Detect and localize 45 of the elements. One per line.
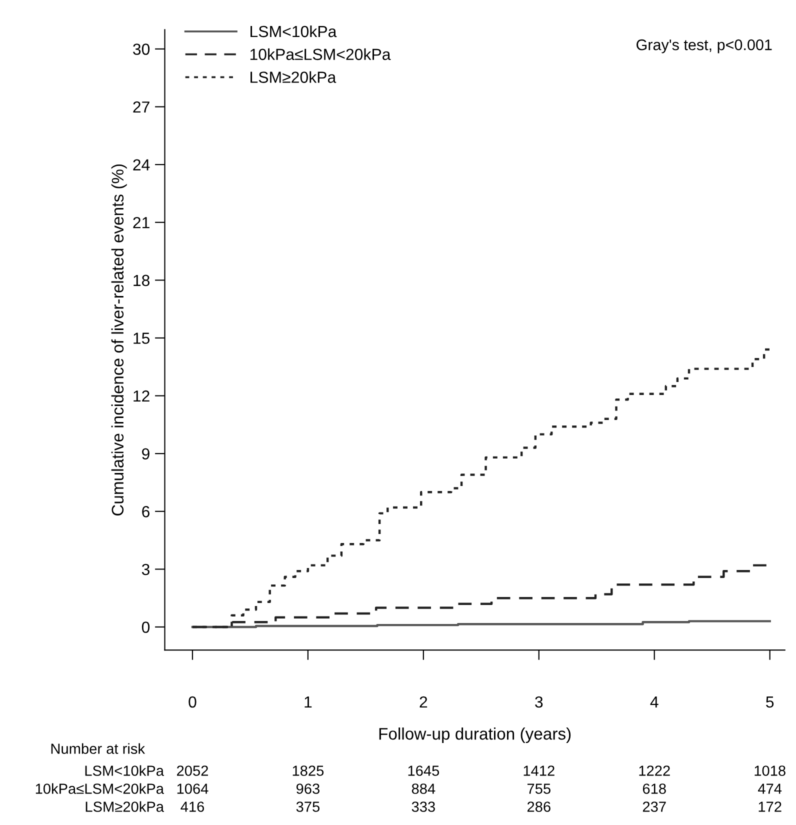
text: 884 <box>412 784 436 794</box>
text: 1825 <box>292 766 324 776</box>
y-axis-title: Cumulative incidence of liver-related events (%) <box>111 164 127 516</box>
x-tick-label: 5 <box>766 696 774 708</box>
y-tick-label: 6 <box>142 506 150 518</box>
text: 618 <box>642 784 666 794</box>
x-tick-label: 0 <box>188 696 196 708</box>
x-tick-label: 1 <box>304 696 312 708</box>
text: 1222 <box>639 766 670 776</box>
y-tick-label: 9 <box>142 448 150 460</box>
text: 172 <box>758 802 782 812</box>
text: 755 <box>527 784 550 794</box>
annotation: Gray's test, p<0.001 <box>636 39 772 54</box>
legend-label: 10kPa≤LSM<20kPa <box>250 48 391 60</box>
text: LSM<10kPa <box>85 765 164 776</box>
text: 10kPa≤LSM<20kPa <box>36 783 164 794</box>
x-tick-label: 4 <box>650 696 658 708</box>
text: 333 <box>412 802 435 812</box>
y-tick-label: 0 <box>142 622 150 633</box>
text: 1412 <box>524 766 554 776</box>
text: 474 <box>758 784 782 794</box>
legend-label: LSM≥20kPa <box>250 71 336 83</box>
y-tick-label: 21 <box>133 217 150 228</box>
y-tick-label: 18 <box>134 274 150 286</box>
text: 237 <box>642 802 666 812</box>
text: 286 <box>527 802 550 812</box>
text: 2052 <box>177 766 208 776</box>
x-tick-label: 3 <box>535 696 543 708</box>
text: 1064 <box>177 784 208 794</box>
y-tick-label: 3 <box>142 564 150 576</box>
text: Number at risk <box>51 743 146 754</box>
text: 1645 <box>408 766 440 776</box>
text: 375 <box>296 802 320 812</box>
y-tick-label: 15 <box>134 332 150 344</box>
text: 416 <box>180 802 204 812</box>
y-tick-label: 12 <box>134 390 150 402</box>
x-tick-label: 2 <box>420 696 428 708</box>
legend-label: LSM<10kPa <box>250 25 337 38</box>
y-tick-label: 30 <box>133 44 150 55</box>
text: 963 <box>296 784 320 794</box>
x-axis-title: Follow-up duration (years) <box>379 727 571 744</box>
text: LSM≥20kPa <box>86 801 164 812</box>
text: 1018 <box>754 766 786 776</box>
y-tick-label: 24 <box>133 159 150 170</box>
y-tick-label: 27 <box>133 101 150 113</box>
